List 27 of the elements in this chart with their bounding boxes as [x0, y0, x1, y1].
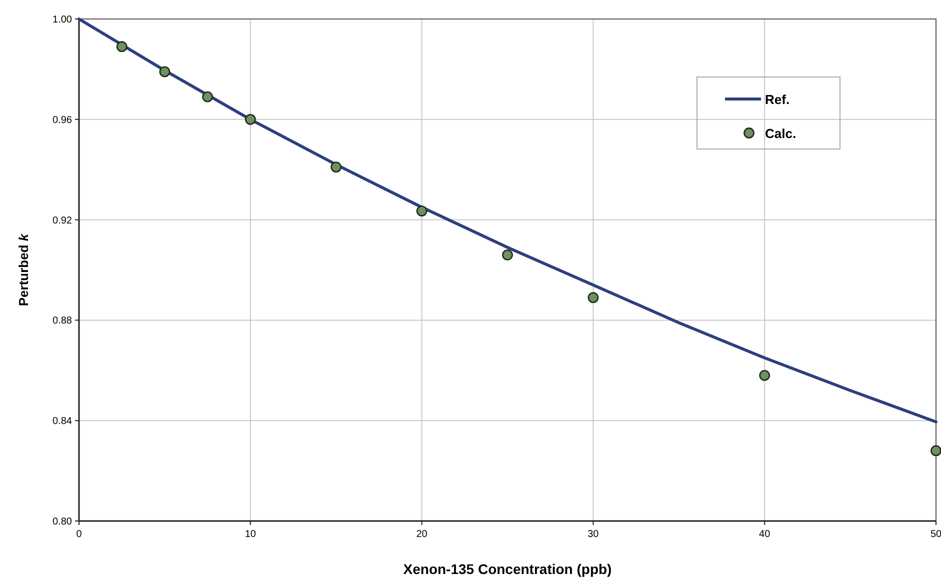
y-tick-label: 0.96	[52, 114, 72, 126]
point	[159, 66, 170, 78]
point	[244, 114, 256, 125]
legend-label: Ref.	[765, 92, 790, 107]
x-tick-label: 40	[759, 529, 771, 540]
line-series	[78, 18, 938, 424]
y-tick-label: 0.80	[52, 516, 72, 528]
point	[116, 41, 128, 52]
point	[416, 206, 428, 216]
x-axis-title: Xenon-135 Concentration (ppb)	[403, 561, 612, 577]
x-tick-label: 30	[588, 529, 600, 540]
point	[930, 445, 941, 456]
x-tick-label: 10	[244, 529, 256, 540]
point	[588, 292, 599, 304]
point	[759, 370, 770, 381]
y-tick-label: 0.88	[52, 316, 72, 327]
y-tick-label: 1.00	[52, 14, 72, 26]
point	[202, 91, 213, 102]
point	[502, 249, 513, 260]
y-tick-label: 0.92	[52, 215, 72, 226]
y-tick-label: 0.84	[52, 416, 72, 428]
y-axis-title: Perturbed k	[16, 233, 31, 306]
point	[330, 162, 342, 173]
x-tick-label: 20	[416, 529, 428, 540]
x-tick-label: 0	[76, 529, 82, 540]
legend-label: Calc.	[765, 126, 796, 141]
x-tick-label: 50	[930, 529, 941, 540]
